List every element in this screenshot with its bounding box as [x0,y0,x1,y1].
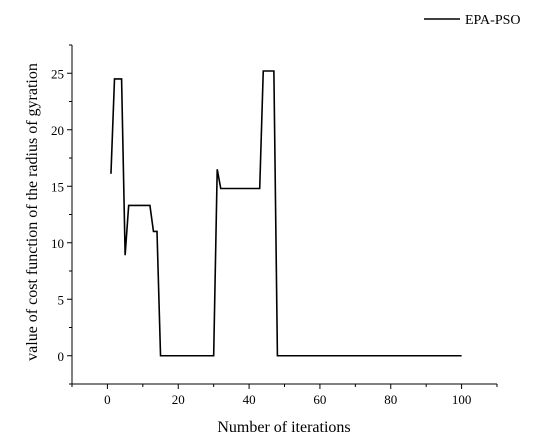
x-tick-label: 100 [452,392,472,407]
x-axis-ticks: 0 20 40 60 80 100 [71,384,498,407]
series-line-epa-pso [110,70,462,357]
x-axis-title: Number of iterations [217,419,350,436]
legend-label-epa-pso: EPA-PSO [465,13,521,28]
series-layer [110,70,462,357]
x-tick-label: 0 [104,392,111,407]
y-tick-label: 15 [51,179,64,194]
plot-frame [71,45,497,385]
y-tick-label: 25 [51,66,64,81]
x-tick-label: 80 [384,392,397,407]
y-tick-label: 20 [51,123,64,138]
y-axis-ticks: 0 5 10 15 20 25 [51,44,72,385]
x-tick-label: 60 [313,392,326,407]
legend: EPA-PSO [424,13,521,28]
y-axis-title: value of cost function of the radius of … [24,63,41,361]
y-tick-label: 0 [58,349,65,364]
y-tick-label: 10 [51,236,64,251]
x-tick-label: 20 [172,392,185,407]
y-tick-label: 5 [58,292,65,307]
x-tick-label: 40 [243,392,256,407]
